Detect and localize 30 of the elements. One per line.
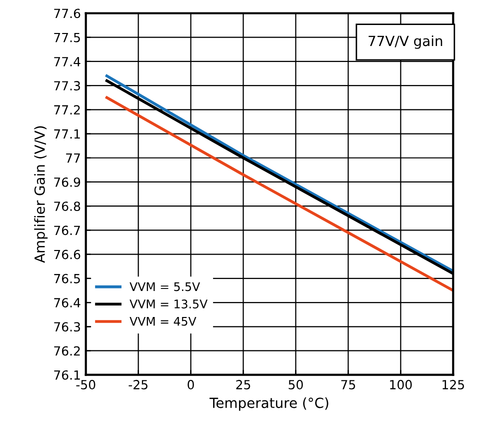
y-tick-label: 76.2 <box>54 346 80 356</box>
legend-label: VVM = 13.5V <box>130 300 208 308</box>
x-tick-label: 100 <box>390 380 412 390</box>
x-tick-label: -25 <box>128 380 148 390</box>
y-tick-label: 77 <box>66 154 80 163</box>
y-tick-label: 76.3 <box>54 322 80 332</box>
y-tick-label: 76.8 <box>54 202 80 212</box>
y-tick-label: 76.6 <box>54 250 80 260</box>
x-tick-label: 75 <box>341 380 356 390</box>
y-axis-title: Amplifier Gain (V/V) <box>34 126 48 263</box>
y-tick-label: 77.3 <box>54 81 80 90</box>
y-tick-label: 77.1 <box>54 129 80 139</box>
legend-label: VVM = 45V <box>130 317 196 326</box>
y-tick-label: 76.4 <box>54 298 80 308</box>
legend-label: VVM = 5.5V <box>130 282 200 292</box>
y-tick-label: 77.6 <box>54 8 80 18</box>
y-tick-label: 76.5 <box>54 274 80 284</box>
y-tick-label: 76.9 <box>54 177 80 187</box>
x-tick-label: 125 <box>442 380 464 390</box>
annotation: 77V/V gain <box>368 35 442 49</box>
x-tick-label: -50 <box>76 380 96 390</box>
x-tick-label: 25 <box>236 380 250 390</box>
y-tick-label: 76.1 <box>54 370 80 380</box>
x-axis-title: Temperature (°C) <box>210 397 328 411</box>
x-tick-label: 50 <box>288 380 303 390</box>
y-tick-label: 76.7 <box>54 226 80 236</box>
y-tick-label: 77.4 <box>54 57 80 66</box>
y-tick-label: 77.5 <box>54 32 80 42</box>
y-tick-label: 77.2 <box>54 105 80 114</box>
x-tick-label: 0 <box>188 380 194 390</box>
